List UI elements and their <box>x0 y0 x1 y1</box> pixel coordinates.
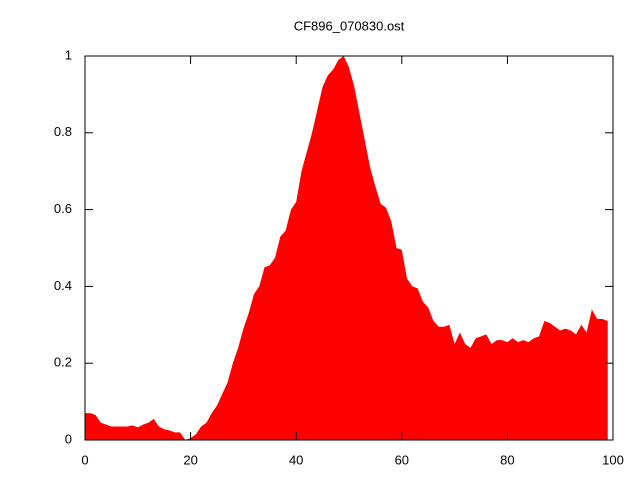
x-tick-label: 0 <box>81 452 88 467</box>
y-tick-label: 0 <box>65 431 72 446</box>
y-tick-label: 1 <box>65 47 72 62</box>
y-tick-label: 0.6 <box>54 201 72 216</box>
y-tick-label: 0.4 <box>54 278 72 293</box>
chart-title: CF896_070830.ost <box>294 18 405 33</box>
x-tick-label: 40 <box>289 452 303 467</box>
plot-border <box>84 55 614 441</box>
x-tick-label: 60 <box>395 452 409 467</box>
y-tick-label: 0.8 <box>54 124 72 139</box>
area <box>85 56 608 440</box>
x-tick-label: 100 <box>602 452 624 467</box>
x-tick-label: 80 <box>500 452 514 467</box>
x-tick-label: 20 <box>183 452 197 467</box>
y-tick-label: 0.2 <box>54 355 72 370</box>
